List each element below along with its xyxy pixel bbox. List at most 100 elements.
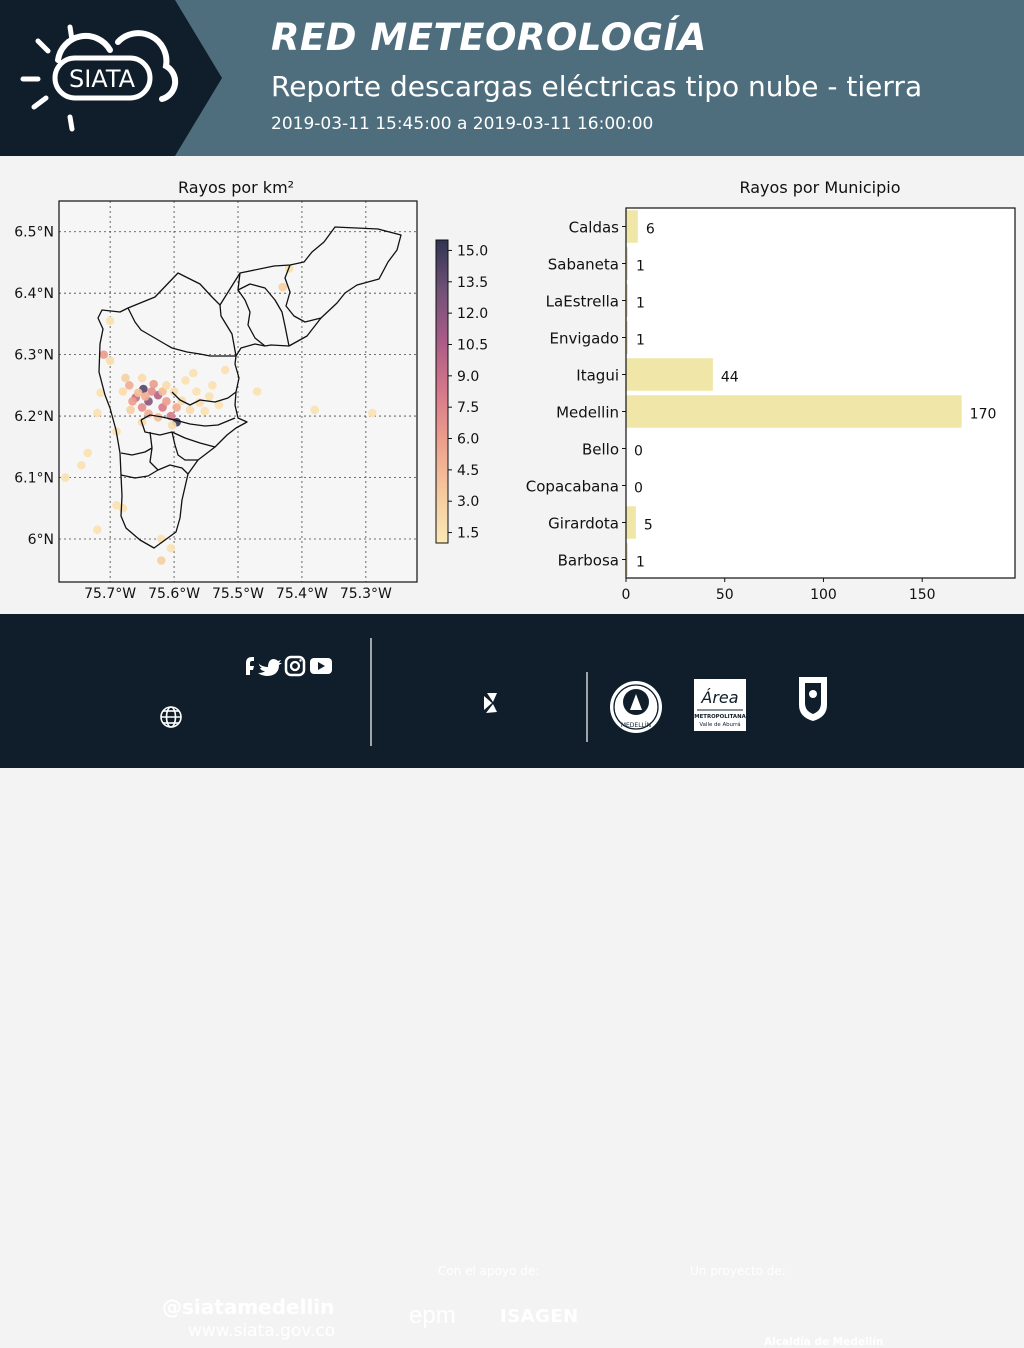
support-label: Con el apoyo de: <box>438 1264 540 1278</box>
lightning-density-point <box>118 387 128 396</box>
lightning-density-point <box>77 460 86 470</box>
header-banner: SIATA RED METEOROLOGÍA Reporte descargas… <box>0 0 1024 156</box>
lightning-density-point <box>185 405 195 415</box>
bar-category-labels: Caldas Sabaneta LaEstrella Envigado Itagui Me… <box>526 219 626 570</box>
colorbar-tick-label: 10.5 <box>457 337 488 353</box>
boundary-sabaneta <box>171 431 198 461</box>
facebook-icon[interactable] <box>246 657 254 675</box>
lightning-density-point <box>137 403 147 412</box>
charts-area: Rayos por km² 75.7°W 75.6°W 75 <box>0 156 1024 614</box>
lightning-density-point <box>147 387 156 396</box>
seal-text: MEDELLÍN <box>621 722 651 729</box>
bar-value-label: 0 <box>634 481 643 497</box>
bar <box>626 210 638 243</box>
alcaldia-shield-icon <box>799 677 827 721</box>
municipality-boundaries <box>97 226 402 549</box>
map-y-tick-label: 6°N <box>28 532 54 548</box>
lightning-density-point <box>93 525 102 535</box>
twitter-icon[interactable] <box>258 659 282 676</box>
bar <box>626 395 962 428</box>
colorbar-gradient <box>435 239 449 544</box>
lightning-density-point <box>367 408 377 418</box>
bar-category-label: Copacabana <box>526 478 619 496</box>
lightning-density-point <box>105 356 115 366</box>
colorbar-tick-label: 15.0 <box>457 243 488 259</box>
lightning-density-point <box>149 379 158 389</box>
bar-chart: Rayos por Municipio 6 1 1 1 44 170 0 0 5 1 Caldas… <box>526 178 1016 603</box>
lightning-density-point <box>121 373 130 383</box>
map-x-tick-label: 75.3°W <box>340 586 392 602</box>
colorbar-ticks: 15.0 13.5 12.0 10.5 9.0 7.5 6.0 4.5 3.0 1.5 <box>448 243 488 542</box>
lightning-density-point <box>220 365 230 375</box>
lightning-density-point <box>156 556 166 565</box>
boundary-laestrella <box>120 447 153 456</box>
bar-category-label: LaEstrella <box>546 293 619 311</box>
bar-category-label: Barbosa <box>558 552 619 570</box>
map-y-ticks: 6.5°N 6.4°N 6.3°N 6.2°N 6.1°N 6°N <box>14 225 54 548</box>
lightning-density-point <box>133 388 143 398</box>
colorbar-tick-label: 4.5 <box>457 463 479 479</box>
boundary-medellin <box>140 414 236 427</box>
map-x-tick-label: 75.4°W <box>276 586 328 602</box>
bar <box>626 358 713 391</box>
lightning-density-point <box>166 543 176 553</box>
social-handle[interactable]: @siatamedellin <box>162 1295 335 1319</box>
lightning-density-point <box>153 413 163 422</box>
lightning-density-point <box>162 381 171 390</box>
area-metropolitana-logo: Área METROPOLITANA Valle de Aburrá <box>694 679 747 731</box>
map-y-tick-label: 6.1°N <box>14 471 54 487</box>
epm-logo: epm <box>409 1302 456 1329</box>
bar-value-label: 5 <box>644 518 653 534</box>
youtube-icon[interactable] <box>310 658 332 674</box>
map-y-tick-label: 6.5°N <box>14 225 54 241</box>
colorbar-tick-label: 9.0 <box>457 369 479 385</box>
bar-category-label: Medellin <box>556 404 619 422</box>
bar-title: Rayos por Municipio <box>739 178 900 197</box>
alcaldia-label: Alcaldía de Medellín <box>764 1336 884 1348</box>
boundary-inner-5 <box>237 283 290 347</box>
isagen-mark-icon <box>484 693 497 713</box>
lightning-density-point <box>118 503 128 513</box>
instagram-icon[interactable] <box>284 655 306 677</box>
map-chart: Rayos por km² 75.7°W 75.6°W 75 <box>14 178 418 602</box>
footer-graphics: MEDELLÍN Área METROPOLITANA Valle de Abu… <box>160 638 827 746</box>
lightning-density-point <box>208 381 217 390</box>
bar <box>626 247 628 280</box>
bar-category-label: Envigado <box>550 330 619 348</box>
bar <box>626 284 628 317</box>
map-y-tick-label: 6.4°N <box>14 286 54 302</box>
boundary-inner-4 <box>284 264 322 323</box>
colorbar-tick-label: 1.5 <box>457 526 479 542</box>
lightning-density-point <box>99 350 109 359</box>
lightning-density-point <box>252 387 262 396</box>
colorbar-tick-label: 6.0 <box>457 432 479 448</box>
bar-x-tick-label: 50 <box>716 587 734 603</box>
lightning-density-point <box>126 405 135 415</box>
lightning-density-point <box>278 282 288 292</box>
colorbar-tick-label: 13.5 <box>457 275 488 291</box>
map-plot-frame <box>58 200 418 583</box>
bar-x-tick-label: 100 <box>810 587 837 603</box>
siata-logo-text: SIATA <box>69 65 136 93</box>
map-title-text: Rayos por km² <box>178 178 294 197</box>
bar-plot-frame <box>625 207 1016 579</box>
date-range: 2019-03-11 15:45:00 a 2019-03-11 16:00:0… <box>271 114 654 134</box>
lightning-density-point <box>162 397 171 406</box>
lightning-density-point <box>172 403 181 412</box>
website-link[interactable]: www.siata.gov.co <box>188 1321 336 1341</box>
boundary-inner-1 <box>219 304 237 357</box>
bar-category-label: Sabaneta <box>548 256 619 274</box>
colorbar-tick-label: 12.0 <box>457 306 488 322</box>
map-x-tick-label: 75.7°W <box>84 586 136 602</box>
lightning-density-point <box>128 397 137 406</box>
lightning-density-point <box>112 500 121 510</box>
bar-value-label: 1 <box>636 259 645 275</box>
page-title: RED METEOROLOGÍA <box>271 16 707 59</box>
bar-category-label: Caldas <box>569 219 620 237</box>
bar-series: 6 1 1 1 44 170 0 0 5 1 <box>626 210 996 576</box>
bar-category-label: Girardota <box>548 515 619 533</box>
boundary-outline <box>97 226 402 549</box>
lightning-density-point <box>204 392 214 401</box>
lightning-density-point <box>310 405 320 415</box>
lightning-density-point <box>158 403 167 412</box>
